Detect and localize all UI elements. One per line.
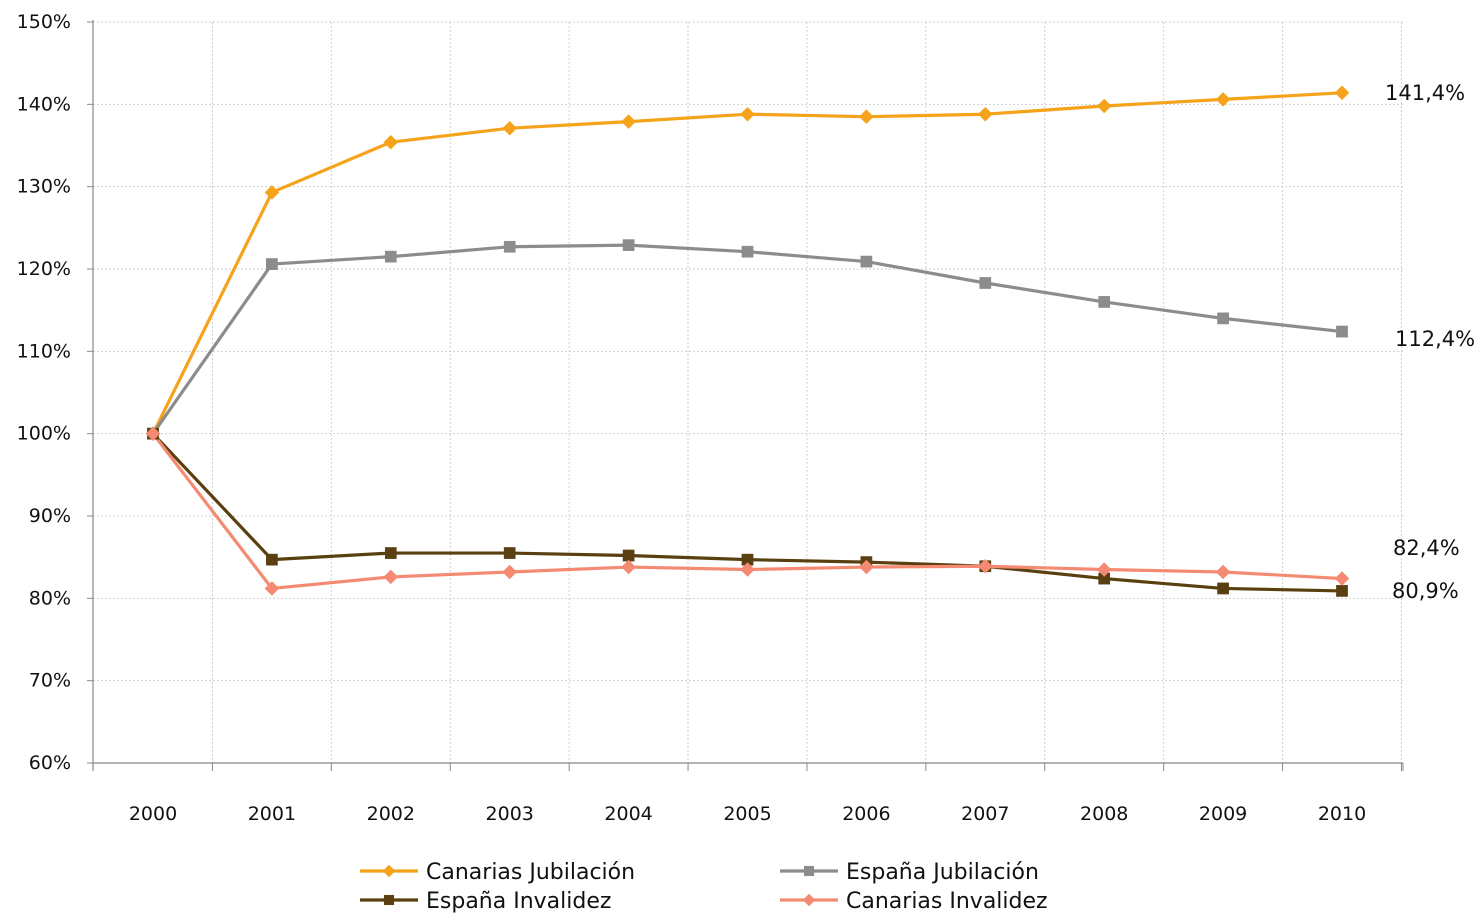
end-label-0: 141,4% bbox=[1385, 81, 1465, 105]
legend-item-1: España Jubilación bbox=[780, 860, 1039, 885]
x-tick-label: 2007 bbox=[961, 803, 1009, 825]
x-tick-label: 2006 bbox=[842, 803, 890, 825]
data-point-3-3 bbox=[502, 564, 518, 580]
y-tick-label: 60% bbox=[29, 752, 71, 774]
data-point-1-9 bbox=[1217, 312, 1229, 325]
x-tick-label: 2009 bbox=[1199, 803, 1247, 825]
data-point-2-2 bbox=[384, 547, 397, 559]
x-tick-label: 2004 bbox=[604, 803, 652, 825]
data-point-3-1 bbox=[264, 581, 280, 596]
data-point-0-5 bbox=[740, 106, 755, 122]
data-point-3-0 bbox=[145, 426, 161, 442]
data-point-1-5 bbox=[741, 245, 754, 258]
legend-label: España Jubilación bbox=[846, 860, 1039, 885]
y-tick-label: 140% bbox=[17, 93, 71, 115]
data-point-0-8 bbox=[1096, 98, 1112, 114]
data-point-3-4 bbox=[621, 559, 636, 575]
data-point-3-2 bbox=[383, 569, 399, 585]
end-label-2: 80,9% bbox=[1392, 579, 1459, 603]
data-point-3-6 bbox=[859, 559, 874, 575]
data-point-0-9 bbox=[1215, 92, 1231, 107]
x-tick-label: 2001 bbox=[248, 803, 296, 825]
data-point-2-10 bbox=[1336, 585, 1348, 597]
legend-item-2: España Invalidez bbox=[360, 889, 611, 913]
data-point-2-1 bbox=[266, 553, 278, 566]
y-tick-label: 70% bbox=[29, 670, 71, 692]
x-tick-label: 2002 bbox=[367, 803, 415, 825]
y-tick-label: 120% bbox=[17, 258, 71, 280]
data-point-0-7 bbox=[977, 106, 993, 122]
end-label-1: 112,4% bbox=[1395, 327, 1475, 351]
legend-label: Canarias Jubilación bbox=[426, 860, 635, 885]
legend-swatch-marker bbox=[383, 894, 395, 906]
axes bbox=[87, 20, 1404, 771]
legend-swatch-marker bbox=[382, 864, 396, 878]
data-point-1-2 bbox=[384, 250, 397, 263]
data-point-3-9 bbox=[1215, 564, 1231, 580]
data-point-0-2 bbox=[383, 134, 399, 150]
x-axis-tick-labels: 2000 2001 2002 2003 2004 2005 2006 2007 2008 2009… bbox=[129, 803, 1366, 825]
y-axis-tick-labels: 60% 70% 80% 90% 100% 110% 120% 130% 140% 150% bbox=[17, 11, 71, 774]
data-point-0-1 bbox=[264, 185, 280, 200]
legend-label: España Invalidez bbox=[426, 889, 611, 913]
y-tick-label: 90% bbox=[29, 505, 71, 527]
legend-label: Canarias Invalidez bbox=[846, 889, 1048, 913]
grid-lines bbox=[93, 21, 1403, 763]
data-point-1-6 bbox=[860, 255, 873, 268]
y-tick-label: 150% bbox=[17, 11, 71, 33]
data-point-1-10 bbox=[1336, 325, 1348, 338]
y-tick-label: 80% bbox=[29, 587, 71, 609]
y-tick-label: 130% bbox=[17, 176, 71, 198]
data-point-1-4 bbox=[622, 239, 635, 251]
data-point-3-7 bbox=[977, 558, 993, 574]
data-point-2-9 bbox=[1217, 582, 1229, 595]
legend: Canarias Jubilación España Jubilación Espa… bbox=[360, 860, 1048, 913]
x-tick-label: 2010 bbox=[1318, 803, 1366, 825]
data-point-0-6 bbox=[859, 109, 874, 125]
x-tick-label: 2000 bbox=[129, 803, 177, 825]
end-label-3: 82,4% bbox=[1393, 536, 1460, 560]
y-tick-label: 100% bbox=[17, 423, 71, 445]
x-tick-label: 2005 bbox=[723, 803, 771, 825]
data-point-0-3 bbox=[502, 120, 518, 136]
data-point-1-7 bbox=[979, 277, 992, 289]
y-tick-label: 110% bbox=[17, 340, 71, 362]
x-tick-label: 2003 bbox=[486, 803, 534, 825]
data-point-2-3 bbox=[503, 547, 516, 559]
data-point-3-10 bbox=[1334, 571, 1350, 586]
data-point-3-8 bbox=[1096, 562, 1112, 577]
end-labels: 141,4% 112,4% 80,9% 82,4% bbox=[1385, 81, 1475, 603]
data-point-1-3 bbox=[503, 240, 516, 253]
legend-item-3: Canarias Invalidez bbox=[780, 889, 1048, 913]
data-point-0-10 bbox=[1334, 85, 1350, 101]
legend-item-0: Canarias Jubilación bbox=[360, 860, 635, 885]
x-tick-label: 2008 bbox=[1080, 803, 1128, 825]
data-point-0-4 bbox=[621, 114, 636, 129]
data-point-2-4 bbox=[622, 549, 635, 562]
series-markers bbox=[145, 85, 1350, 597]
data-point-1-1 bbox=[266, 258, 278, 270]
data-point-1-8 bbox=[1098, 296, 1111, 308]
legend-swatch-marker bbox=[803, 865, 815, 877]
data-point-3-5 bbox=[740, 562, 755, 577]
legend-swatch-marker bbox=[802, 893, 816, 907]
